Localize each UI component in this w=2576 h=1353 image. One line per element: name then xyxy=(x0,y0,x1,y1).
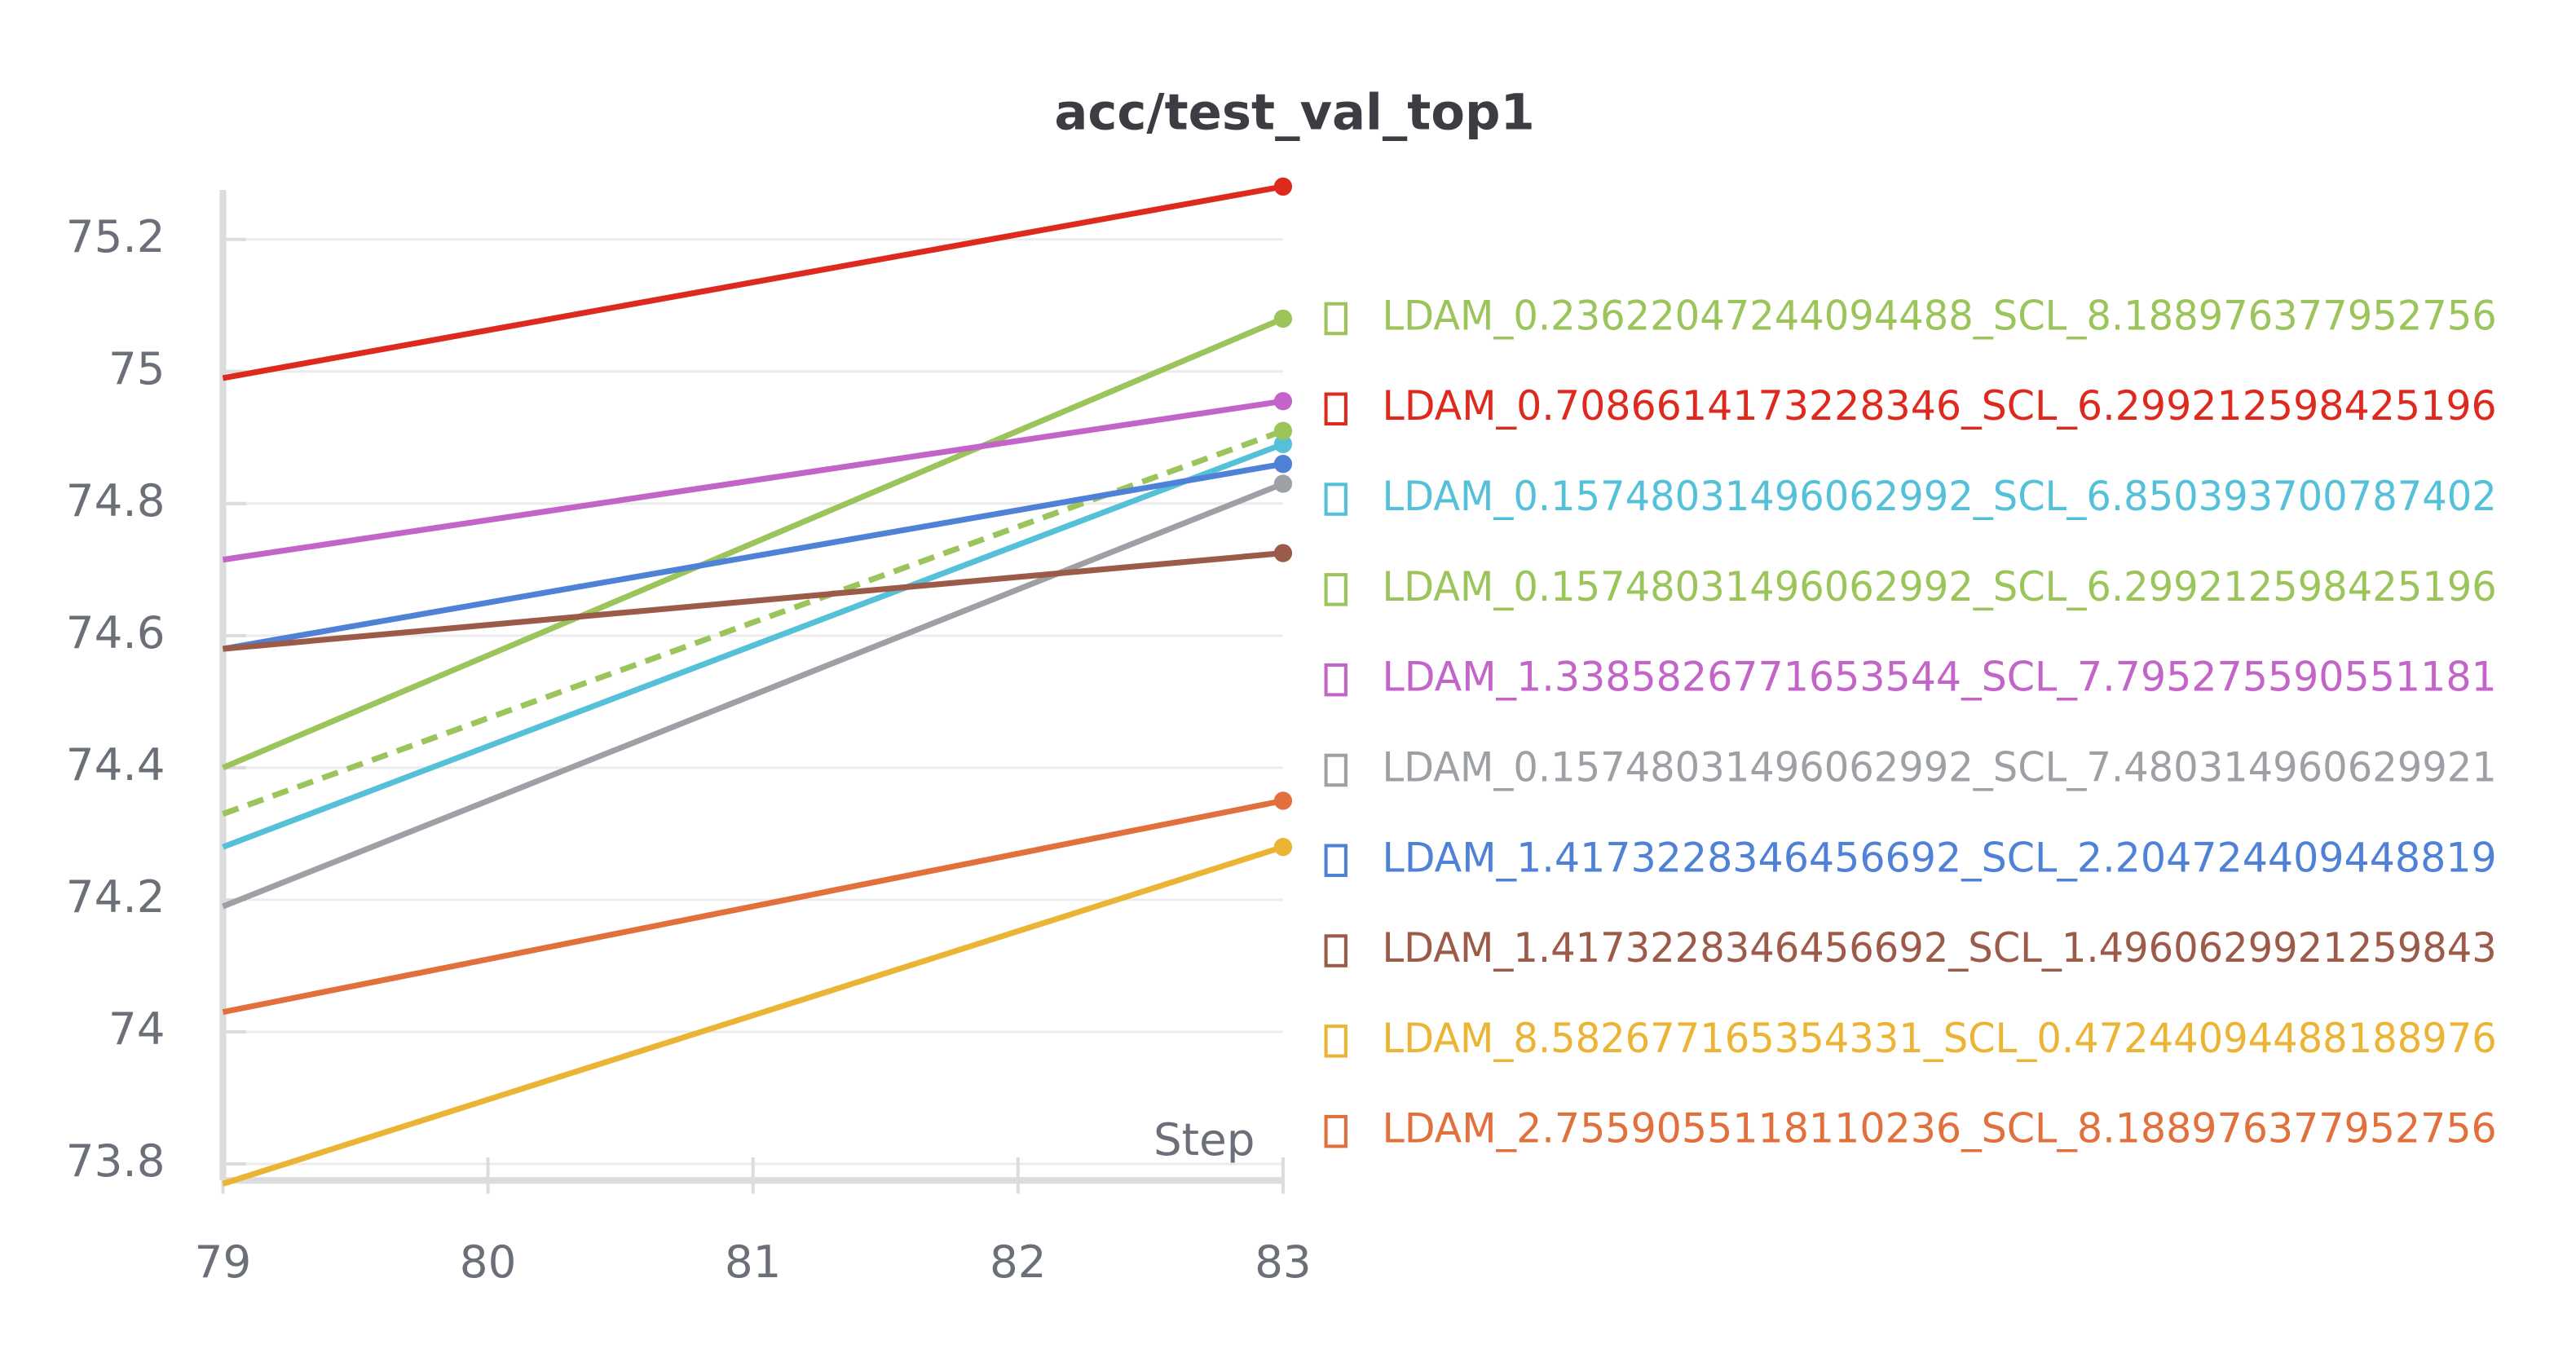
y-tick-label: 75.2 xyxy=(66,210,165,262)
end-point xyxy=(1273,791,1293,810)
legend-swatch xyxy=(1324,573,1348,606)
end-point xyxy=(1273,421,1293,440)
legend-swatch xyxy=(1324,934,1348,967)
line xyxy=(222,844,1284,1187)
line xyxy=(222,183,1284,381)
line xyxy=(222,481,1285,910)
legend-swatch xyxy=(1324,483,1348,516)
chart-title: acc/test_val_top1 xyxy=(1054,84,1534,141)
y-tick-label: 74.2 xyxy=(66,870,165,923)
line xyxy=(223,550,1284,652)
end-point xyxy=(1273,434,1293,454)
legend-swatch xyxy=(1324,302,1348,336)
y-tick-label: 73.8 xyxy=(66,1135,165,1187)
end-point xyxy=(1273,838,1293,857)
end-point xyxy=(1273,474,1293,493)
x-tick-label: 83 xyxy=(1255,1236,1312,1288)
legend-label: LDAM_1.3385826771653544_SCL_7.7952755905… xyxy=(1382,654,2496,701)
end-point xyxy=(1273,177,1293,196)
legend-label: LDAM_1.4173228346456692_SCL_1.4960629921… xyxy=(1382,924,2496,972)
legend-label: LDAM_0.15748031496062992_SCL_7.480314960… xyxy=(1382,743,2496,791)
y-tick-label: 74.6 xyxy=(66,606,165,659)
line xyxy=(222,441,1285,850)
legend-swatch xyxy=(1324,1114,1348,1148)
legend-swatch xyxy=(1324,844,1348,878)
legend-label: LDAM_2.7559055118110236_SCL_8.1889763779… xyxy=(1382,1105,2496,1152)
x-tick-label: 82 xyxy=(990,1236,1047,1288)
y-tick-label: 74 xyxy=(108,1003,165,1055)
line xyxy=(222,315,1285,771)
legend-label: LDAM_0.15748031496062992_SCL_6.850393700… xyxy=(1382,473,2496,520)
legend-label: LDAM_0.15748031496062992_SCL_6.299212598… xyxy=(1382,563,2496,610)
legend-label: LDAM_0.7086614173228346_SCL_6.2992125984… xyxy=(1382,382,2496,430)
legend-swatch xyxy=(1324,753,1348,787)
legend-label: LDAM_1.4173228346456692_SCL_2.2047244094… xyxy=(1382,834,2496,881)
line xyxy=(222,461,1284,652)
legend-swatch xyxy=(1324,663,1348,697)
legend-label: LDAM_0.23622047244094488_SCL_8.188976377… xyxy=(1382,292,2496,339)
x-tick-label: 80 xyxy=(460,1236,517,1288)
end-point xyxy=(1273,544,1293,562)
legend-label: LDAM_8.582677165354331_SCL_0.47244094488… xyxy=(1382,1015,2496,1062)
x-tick-label: 81 xyxy=(725,1236,782,1288)
x-axis-label: Step xyxy=(1153,1113,1255,1166)
legend-swatch xyxy=(1324,392,1348,426)
y-tick-label: 74.8 xyxy=(66,474,165,527)
end-point xyxy=(1273,392,1293,411)
line xyxy=(222,398,1284,563)
end-point xyxy=(1273,309,1293,328)
end-point xyxy=(1273,455,1293,474)
x-tick-label: 79 xyxy=(195,1236,252,1288)
y-tick-label: 75 xyxy=(108,342,165,394)
y-tick-label: 74.4 xyxy=(66,738,165,791)
line xyxy=(222,797,1284,1016)
legend-swatch xyxy=(1324,1025,1348,1058)
